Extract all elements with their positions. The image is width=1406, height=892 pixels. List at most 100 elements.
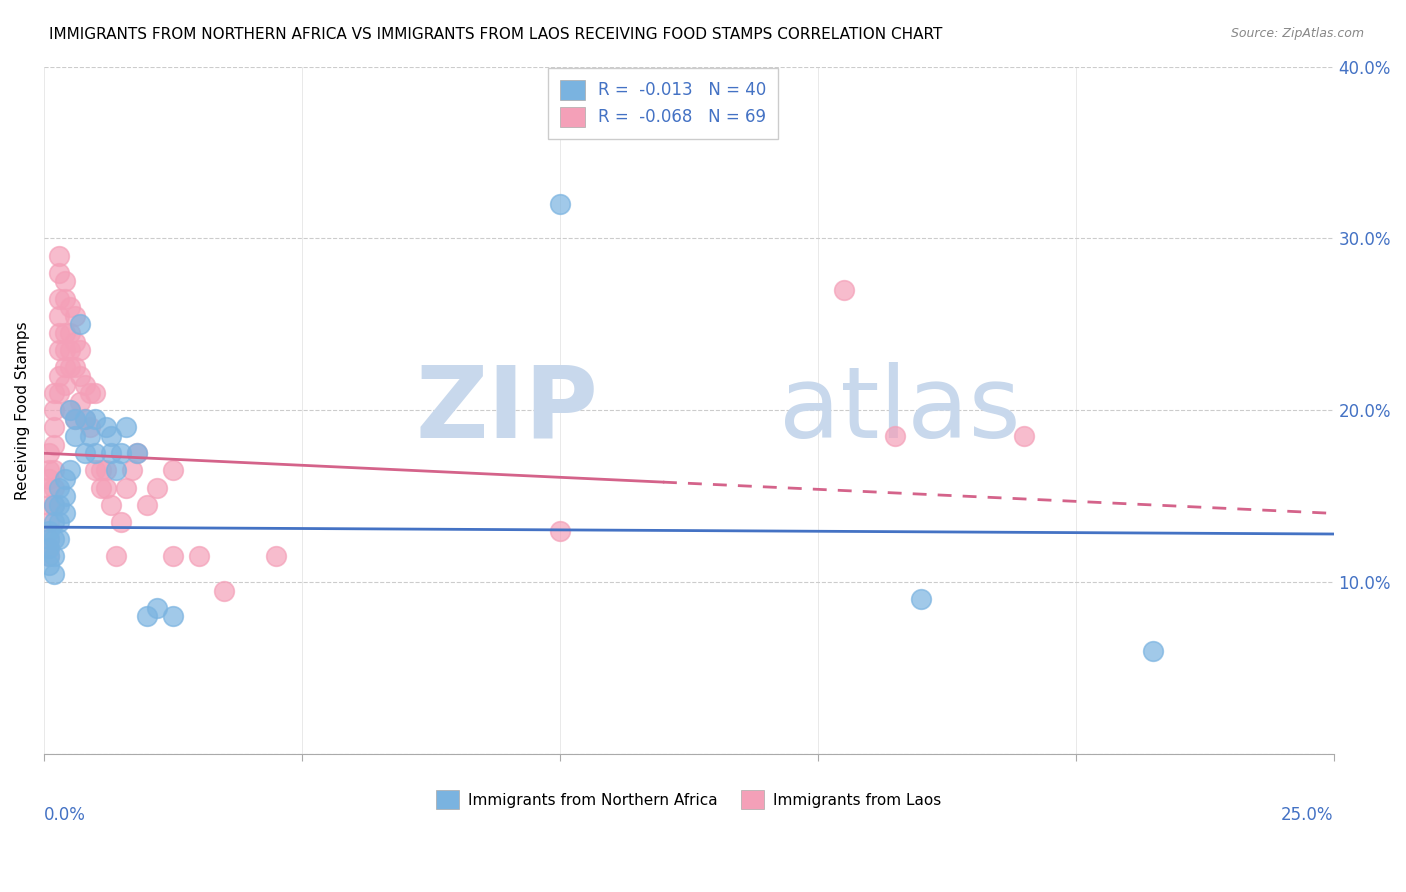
Point xyxy=(53,472,76,486)
Point xyxy=(38,558,60,572)
Point xyxy=(53,326,76,340)
Point xyxy=(115,481,138,495)
Point xyxy=(1012,429,1035,443)
Point xyxy=(110,446,132,460)
Point xyxy=(63,429,86,443)
Point xyxy=(94,481,117,495)
Point xyxy=(44,403,66,417)
Point xyxy=(38,549,60,564)
Point xyxy=(48,292,70,306)
Point xyxy=(48,532,70,546)
Point xyxy=(115,420,138,434)
Point xyxy=(136,609,159,624)
Point xyxy=(105,463,128,477)
Point xyxy=(162,463,184,477)
Point xyxy=(48,343,70,358)
Point xyxy=(59,360,82,375)
Point xyxy=(48,266,70,280)
Point xyxy=(63,334,86,349)
Point xyxy=(48,309,70,323)
Point xyxy=(38,549,60,564)
Point xyxy=(162,609,184,624)
Point xyxy=(75,377,97,392)
Point xyxy=(38,472,60,486)
Point xyxy=(53,292,76,306)
Point xyxy=(63,360,86,375)
Point xyxy=(63,412,86,426)
Point xyxy=(38,481,60,495)
Text: atlas: atlas xyxy=(779,362,1021,458)
Point xyxy=(44,515,66,529)
Point xyxy=(105,549,128,564)
Point xyxy=(63,309,86,323)
Point xyxy=(44,437,66,451)
Point xyxy=(110,515,132,529)
Point xyxy=(214,583,236,598)
Point xyxy=(146,481,169,495)
Point xyxy=(53,507,76,521)
Legend: Immigrants from Northern Africa, Immigrants from Laos: Immigrants from Northern Africa, Immigra… xyxy=(430,784,948,815)
Point xyxy=(69,394,91,409)
Point xyxy=(44,549,66,564)
Point xyxy=(79,386,101,401)
Text: Source: ZipAtlas.com: Source: ZipAtlas.com xyxy=(1230,27,1364,40)
Point xyxy=(48,368,70,383)
Point xyxy=(84,386,107,401)
Point xyxy=(84,446,107,460)
Point xyxy=(59,326,82,340)
Point xyxy=(59,300,82,314)
Point xyxy=(162,549,184,564)
Point xyxy=(38,541,60,555)
Point xyxy=(94,463,117,477)
Point xyxy=(44,532,66,546)
Point xyxy=(84,412,107,426)
Point xyxy=(44,498,66,512)
Point xyxy=(38,532,60,546)
Point xyxy=(79,420,101,434)
Point xyxy=(53,274,76,288)
Y-axis label: Receiving Food Stamps: Receiving Food Stamps xyxy=(15,321,30,500)
Point xyxy=(136,498,159,512)
Point xyxy=(38,515,60,529)
Text: ZIP: ZIP xyxy=(416,362,599,458)
Point xyxy=(125,446,148,460)
Point xyxy=(48,498,70,512)
Point xyxy=(75,446,97,460)
Point xyxy=(48,515,70,529)
Point xyxy=(38,524,60,538)
Point xyxy=(90,481,112,495)
Point xyxy=(100,429,122,443)
Point xyxy=(59,403,82,417)
Point xyxy=(38,463,60,477)
Point xyxy=(548,197,571,211)
Point xyxy=(187,549,209,564)
Point xyxy=(75,412,97,426)
Point xyxy=(910,592,932,607)
Point xyxy=(48,249,70,263)
Point xyxy=(53,343,76,358)
Text: 0.0%: 0.0% xyxy=(44,805,86,823)
Point xyxy=(79,429,101,443)
Point xyxy=(125,446,148,460)
Point xyxy=(44,420,66,434)
Point xyxy=(1142,644,1164,658)
Point xyxy=(44,481,66,495)
Point xyxy=(100,446,122,460)
Point xyxy=(48,326,70,340)
Point xyxy=(48,481,70,495)
Point xyxy=(146,601,169,615)
Point xyxy=(44,463,66,477)
Point xyxy=(69,318,91,332)
Point xyxy=(38,498,60,512)
Point xyxy=(48,386,70,401)
Point xyxy=(69,343,91,358)
Point xyxy=(90,463,112,477)
Point xyxy=(53,360,76,375)
Point xyxy=(38,446,60,460)
Point xyxy=(44,386,66,401)
Point xyxy=(121,463,143,477)
Point xyxy=(38,541,60,555)
Point xyxy=(59,463,82,477)
Point xyxy=(44,566,66,581)
Point xyxy=(63,412,86,426)
